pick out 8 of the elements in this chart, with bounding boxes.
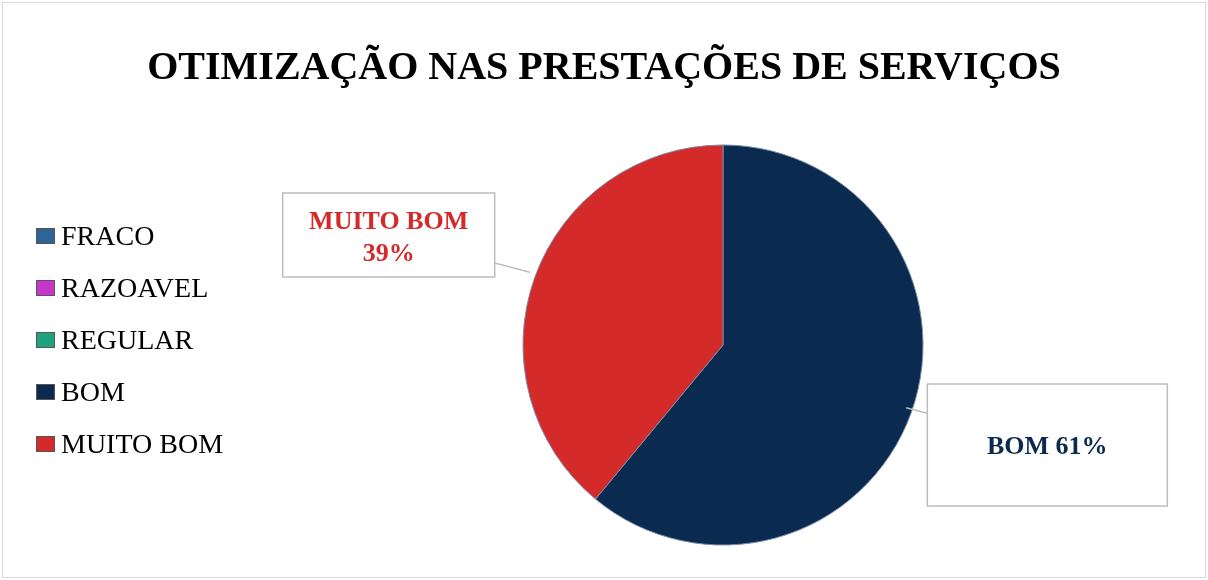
data-label: MUITO BOM 39% [309,205,469,267]
legend-label: BOM [61,376,125,408]
legend-label: RAZOAVEL [61,272,209,304]
legend-label: FRACO [61,220,155,252]
chart-title: OTIMIZAÇÃO NAS PRESTAÇÕES DE SERVIÇOS [146,42,1062,89]
data-label: BOM 61% [987,430,1108,460]
legend-label: MUITO BOM [61,428,224,460]
legend-label: REGULAR [61,324,194,356]
